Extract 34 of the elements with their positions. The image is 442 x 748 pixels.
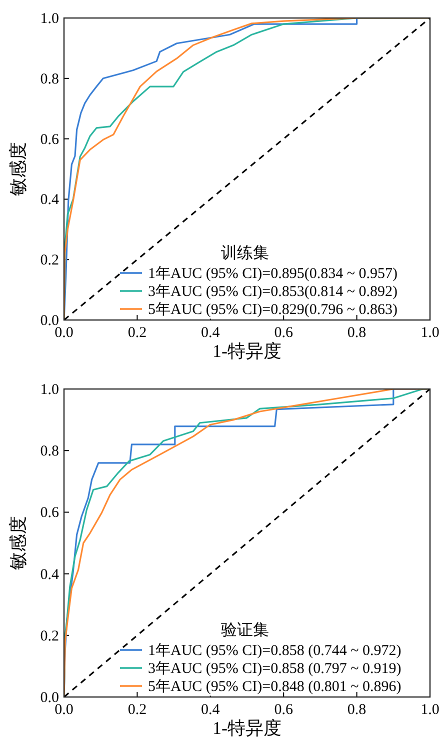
y-tick-label: 0.6	[40, 505, 60, 522]
x-axis-title: 1-特异度	[212, 718, 282, 738]
legend-title: 验证集	[221, 622, 269, 639]
legend-label: 3年AUC (95% CI)=0.858 (0.797 ~ 0.919)	[148, 660, 402, 677]
y-tick-label: 0.2	[40, 628, 59, 644]
x-tick-label: 0.4	[201, 702, 220, 718]
x-tick-label: 0.0	[54, 702, 74, 718]
x-tick-label: 0.6	[274, 325, 294, 341]
x-tick-label: 1.0	[420, 325, 440, 341]
legend-label: 5年AUC (95% CI)=0.829(0.796 ~ 0.863)	[148, 301, 398, 318]
legend-label: 5年AUC (95% CI)=0.848 (0.801 ~ 0.896)	[148, 678, 402, 695]
x-tick-label: 0.4	[201, 325, 220, 341]
x-axis-title: 1-特异度	[212, 341, 282, 361]
y-axis-title: 敏感度	[8, 516, 28, 570]
x-tick-label: 0.2	[128, 325, 147, 341]
y-tick-label: 0.4	[40, 192, 60, 208]
x-tick-label: 0.8	[347, 702, 366, 718]
x-tick-label: 0.8	[347, 325, 366, 341]
y-tick-label: 1.0	[40, 382, 59, 398]
y-axis-title: 敏感度	[8, 142, 28, 196]
legend-label: 1年AUC (95% CI)=0.858 (0.744 ~ 0.972)	[148, 642, 402, 659]
y-tick-label: 0.2	[40, 252, 59, 269]
legend-label: 1年AUC (95% CI)=0.895(0.834 ~ 0.957)	[148, 265, 398, 282]
legend-title: 训练集	[221, 244, 269, 262]
x-tick-label: 0.6	[274, 702, 294, 718]
x-tick-label: 0.2	[128, 702, 147, 718]
y-tick-label: 0.4	[40, 566, 60, 583]
x-tick-label: 1.0	[420, 702, 440, 718]
y-tick-label: 1.0	[40, 11, 59, 27]
x-tick-label: 0.0	[54, 325, 74, 341]
y-tick-label: 0.6	[40, 132, 60, 148]
y-tick-label: 0.8	[40, 71, 59, 88]
legend-label: 3年AUC (95% CI)=0.853(0.814 ~ 0.892)	[148, 283, 398, 300]
y-tick-label: 0.8	[40, 444, 59, 460]
